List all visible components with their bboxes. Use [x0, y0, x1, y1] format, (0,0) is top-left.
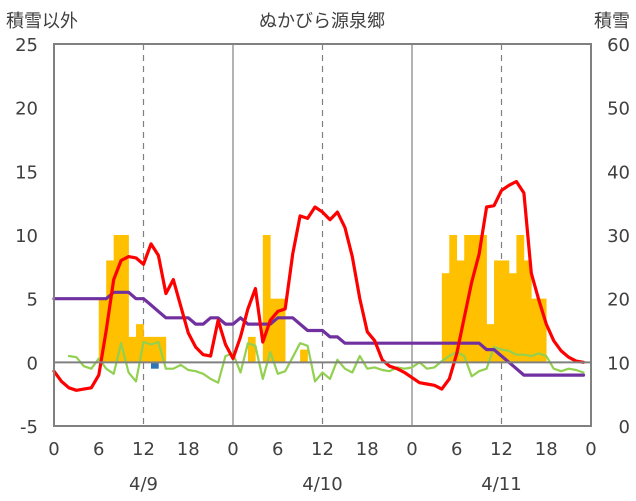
right-y-tick-label: 0 — [619, 417, 630, 438]
left-y-tick-label: 25 — [15, 35, 38, 56]
left-y-tick-label: 0 — [27, 353, 38, 374]
date-label: 4/9 — [129, 474, 158, 495]
precip-bar-12 — [277, 298, 286, 363]
precip-bar-8 — [158, 336, 167, 363]
x-tick-label: 0 — [227, 439, 238, 460]
left-axis-label: 積雪以外 — [6, 11, 78, 32]
date-label: 4/11 — [481, 474, 521, 495]
right-y-tick-label: 30 — [607, 226, 630, 247]
plot-frame — [53, 43, 592, 427]
x-tick-label: 18 — [177, 439, 200, 460]
precip-bar-25 — [523, 260, 532, 363]
precip-bar-15 — [449, 235, 458, 363]
precip-bar-19 — [479, 235, 487, 363]
precip-bar-20 — [486, 324, 495, 363]
precip-bar-4 — [128, 336, 137, 363]
precip-bar-0 — [98, 298, 107, 363]
left-y-tick-label: -5 — [20, 417, 38, 438]
left-y-tick-label: 15 — [15, 162, 38, 183]
precip-bar-16 — [456, 260, 465, 363]
left-y-tick-label: 10 — [15, 226, 38, 247]
precip-bar-7 — [150, 336, 159, 363]
right-y-tick-label: 50 — [607, 99, 630, 120]
temperature-line — [52, 179, 586, 392]
x-tick-label: 6 — [272, 439, 283, 460]
right-y-tick-label: 20 — [607, 290, 630, 311]
precip-bar-3 — [121, 235, 129, 363]
precip-bar-18 — [471, 235, 480, 363]
x-tick-label: 0 — [585, 439, 596, 460]
axes — [53, 43, 592, 427]
x-tick-label: 6 — [93, 439, 104, 460]
right-y-tick-label: 10 — [607, 353, 630, 374]
x-tick-label: 12 — [311, 439, 334, 460]
precip-bar-23 — [508, 273, 517, 363]
precip-bar-6 — [143, 336, 152, 363]
x-tick-label: 12 — [490, 439, 513, 460]
precip-bar-11 — [270, 298, 279, 363]
left-y-tick-label: 5 — [27, 290, 38, 311]
series-lines — [52, 179, 586, 392]
precip-bar-27 — [538, 298, 547, 363]
precip-bar-5 — [136, 324, 144, 363]
left-y-tick-label: 20 — [15, 99, 38, 120]
precip-bar-9 — [247, 336, 256, 363]
small_marker-bar-0 — [150, 362, 159, 369]
x-tick-label: 6 — [451, 439, 462, 460]
x-tick-label: 0 — [406, 439, 417, 460]
right-axis-label: 積雪 — [594, 11, 630, 32]
chart-title: ぬかびら源泉郷 — [259, 11, 385, 32]
precip-bar-24 — [516, 235, 525, 363]
precip-bar-2 — [113, 235, 122, 363]
x-tick-label: 18 — [356, 439, 379, 460]
right-y-tick-label: 60 — [607, 35, 630, 56]
precip-bar-10 — [262, 235, 271, 363]
snow_depth-line — [52, 290, 586, 377]
precip-bar-14 — [441, 273, 450, 363]
precip-bar-21 — [494, 260, 502, 363]
x-tick-label: 18 — [535, 439, 558, 460]
right-y-tick-label: 40 — [607, 162, 630, 183]
x-tick-label: 12 — [132, 439, 155, 460]
x-tick-label: 0 — [48, 439, 59, 460]
precip-bar-13 — [300, 349, 308, 363]
wind-line — [67, 340, 585, 384]
precip-bar-26 — [531, 298, 540, 363]
date-label: 4/10 — [302, 474, 342, 495]
precip-bar-22 — [501, 260, 510, 363]
